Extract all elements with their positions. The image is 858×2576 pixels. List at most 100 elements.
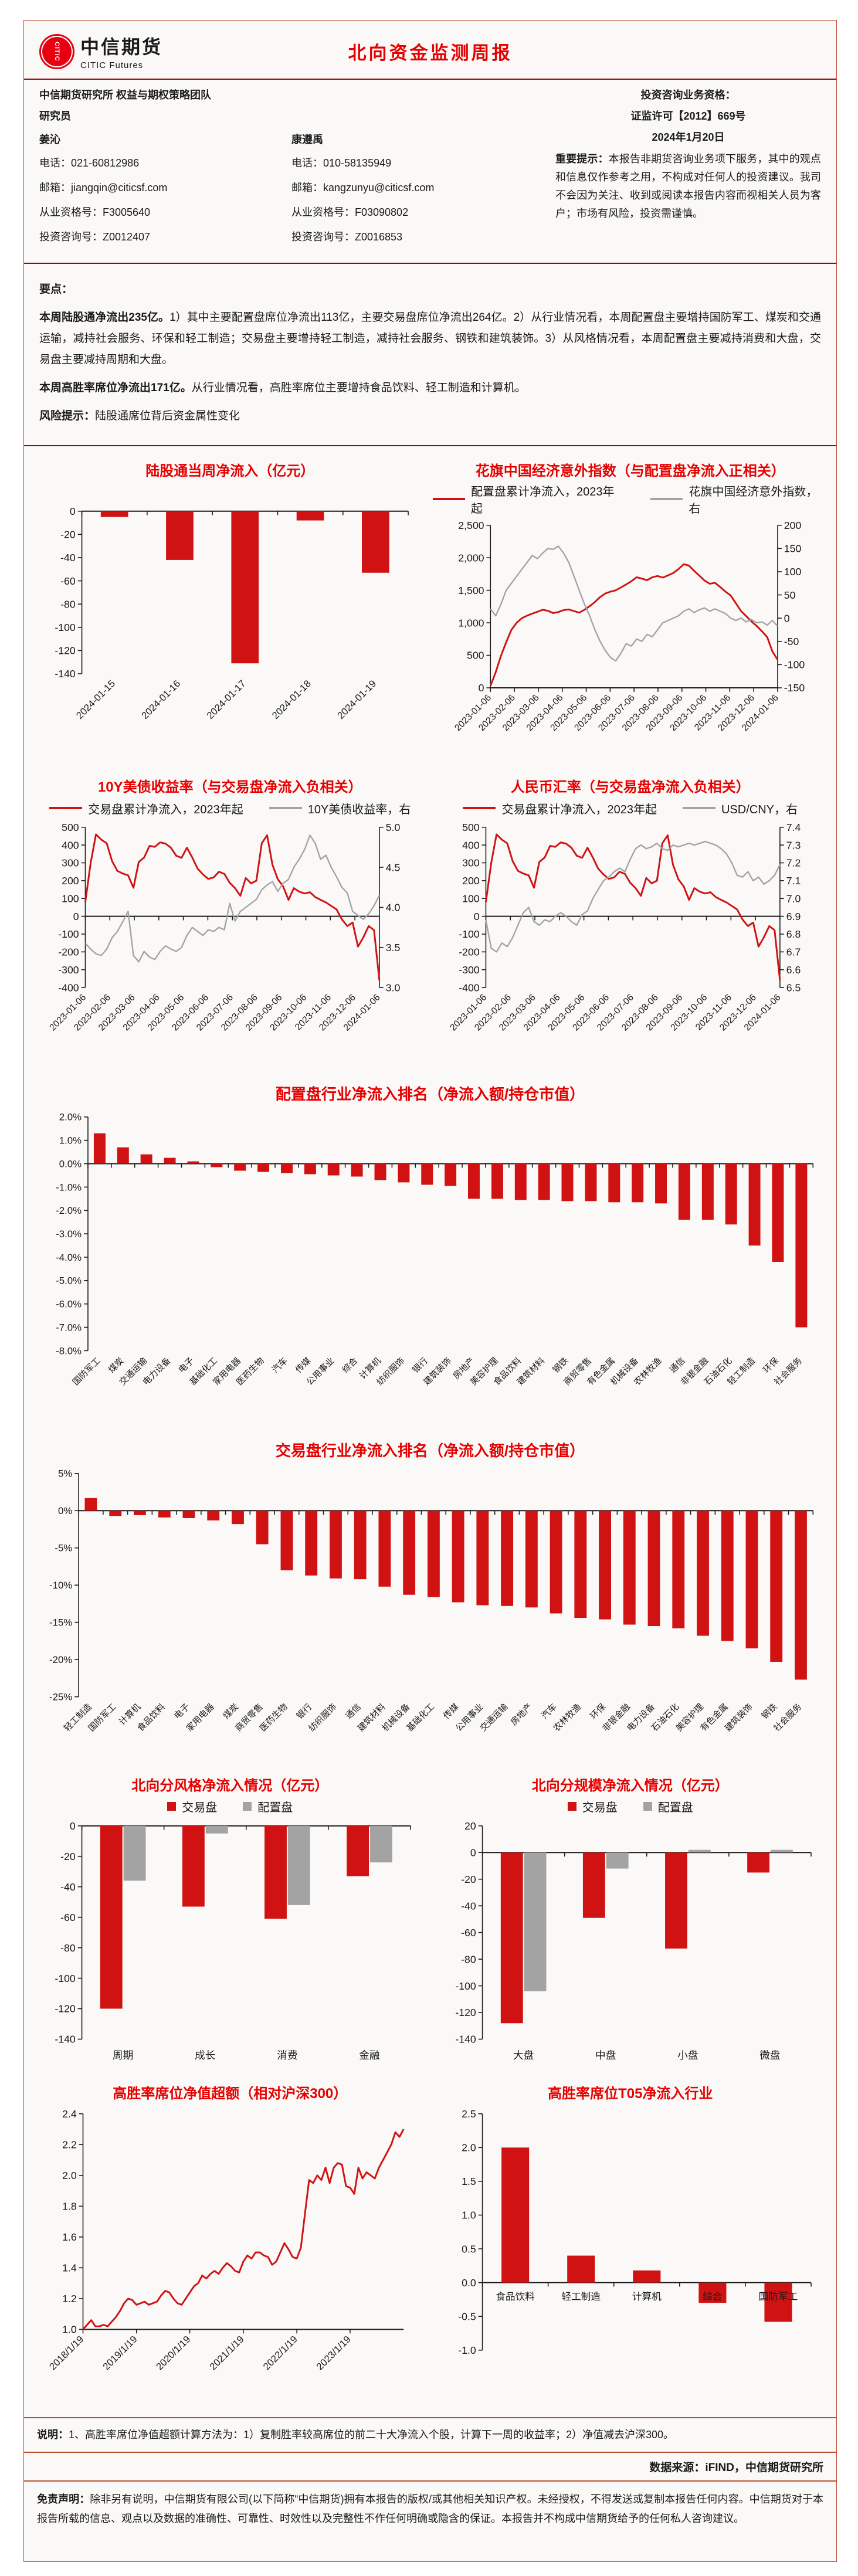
logo-en: CITIC Futures bbox=[80, 60, 144, 70]
svg-text:-100: -100 bbox=[58, 928, 79, 940]
svg-text:2.5: 2.5 bbox=[462, 2108, 476, 2120]
chart-legend bbox=[32, 482, 428, 502]
svg-text:钢铁: 钢铁 bbox=[551, 1356, 570, 1375]
svg-text:1.2: 1.2 bbox=[62, 2293, 77, 2305]
svg-text:-60: -60 bbox=[60, 1911, 76, 1923]
key-points-section: 要点： 本周陆股通净流出235亿。1）其中主要配置盘席位净流出113亿，主要交易… bbox=[24, 264, 836, 445]
svg-text:-2.0%: -2.0% bbox=[56, 1205, 82, 1216]
chart-size-net-inflow: 北向分规模净流入情况（亿元） 交易盘 配置盘 -140 -120 -100 -80 -60… bbox=[430, 1763, 831, 2072]
chart-high-winrate-t05-industry: 高胜率席位T05净流入行业 -1.0 -0.5 0.0 0.5 1.0 1.5 2.0 2.5… bbox=[430, 2071, 831, 2411]
svg-text:小盘: 小盘 bbox=[677, 2049, 698, 2061]
svg-text:0: 0 bbox=[473, 911, 479, 922]
chart-row-2: 10Y美债收益率（与交易盘净流入负相关） 交易盘累计净流入，2023年起 10Y美… bbox=[30, 765, 830, 1067]
key-points-heading: 要点： bbox=[39, 283, 73, 296]
svg-text:2,500: 2,500 bbox=[458, 519, 484, 531]
svg-text:-5.0%: -5.0% bbox=[56, 1275, 82, 1287]
legend-swatch bbox=[432, 497, 465, 500]
svg-text:综合: 综合 bbox=[340, 1356, 360, 1375]
legend-item: 配置盘 bbox=[243, 1798, 293, 1815]
svg-text:5.0: 5.0 bbox=[386, 822, 401, 833]
svg-text:银行: 银行 bbox=[411, 1356, 430, 1375]
report-frame: CITIC 中信期货 CITIC Futures 北向资金监测周报 中信期货研究… bbox=[23, 20, 837, 2563]
legend-item: 交易盘 bbox=[167, 1798, 217, 1815]
svg-text:6.6: 6.6 bbox=[786, 964, 801, 976]
citic-logo: CITIC 中信期货 CITIC Futures bbox=[39, 32, 215, 70]
logo-cn: 中信期货 bbox=[80, 36, 163, 57]
svg-text:1.0: 1.0 bbox=[62, 2324, 77, 2336]
report-date: 2024年1月20日 bbox=[652, 131, 725, 143]
legend-item: 配置盘累计净流入，2023年起 bbox=[432, 482, 625, 516]
researcher-email: 邮箱：jiangqin@citicsf.com bbox=[39, 182, 168, 194]
svg-text:-150: -150 bbox=[784, 682, 805, 694]
legend-swatch bbox=[463, 807, 496, 810]
researcher-2: 康遵禹 电话：010-58135949 邮箱：kangzunyu@citicsf… bbox=[291, 128, 555, 253]
svg-text:-400: -400 bbox=[459, 982, 480, 994]
legend-item: 10Y美债收益率，右 bbox=[269, 800, 411, 817]
credential-title: 投资咨询业务资格： bbox=[640, 89, 736, 101]
svg-text:-20: -20 bbox=[60, 1850, 76, 1862]
chart-row-1: 陆股通当周净流入（亿元） -140 -120 -100 -80 -60 -40 -20 0 20… bbox=[30, 449, 830, 765]
svg-text:7.4: 7.4 bbox=[786, 822, 801, 833]
chart-title: 交易盘行业净流入排名（净流入额/持仓市值） bbox=[275, 1442, 585, 1460]
svg-text:2021/1/19: 2021/1/19 bbox=[208, 2334, 246, 2373]
svg-text:1.0: 1.0 bbox=[462, 2210, 476, 2221]
svg-text:-7.0%: -7.0% bbox=[56, 1322, 82, 1333]
key-point-2: 本周高胜率席位净流出171亿。从行业情况看，高胜率席位主要增持食品饮料、轻工制造… bbox=[39, 382, 526, 395]
svg-text:-0.5: -0.5 bbox=[458, 2311, 476, 2323]
svg-text:电子: 电子 bbox=[172, 1702, 192, 1721]
chart-plot: -25% -20% -15% -10% -5% 0% 5% 轻工制造 国防军工 计算机 食品饮料 电子… bbox=[32, 1463, 828, 1762]
credential-number: 证监许可【2012】669号 bbox=[630, 110, 746, 122]
researcher-phone: 电话：021-60812986 bbox=[39, 157, 140, 169]
svg-text:钢铁: 钢铁 bbox=[759, 1702, 779, 1721]
svg-text:-25%: -25% bbox=[49, 1692, 72, 1703]
researcher-1: 姜沁 电话：021-60812986 邮箱：jiangqin@citicsf.c… bbox=[39, 128, 291, 253]
disclaimer: 免责声明：除非另有说明，中信期货有限公司(以下简称“中信期货)拥有本报告的版权/… bbox=[37, 2493, 823, 2524]
chart-high-winrate-excess-nav: 高胜率席位净值超额（相对沪深300） 1.0 1.2 1.4 1.6 1.8 2.0 2.2… bbox=[30, 2071, 430, 2411]
svg-text:500: 500 bbox=[62, 822, 79, 833]
svg-text:20: 20 bbox=[464, 1820, 476, 1831]
svg-text:-60: -60 bbox=[60, 575, 76, 586]
legend-item: 花旗中国经济意外指数，右 bbox=[650, 482, 828, 516]
chart-title: 花旗中国经济意外指数（与配置盘净流入正相关） bbox=[475, 463, 785, 479]
chart-plot: -140 -120 -100 -80 -60 -40 -20 0 2024-01-15 2024-… bbox=[32, 502, 428, 750]
svg-text:1.6: 1.6 bbox=[62, 2231, 77, 2243]
researcher-name: 姜沁 bbox=[39, 134, 60, 145]
svg-text:7.0: 7.0 bbox=[786, 893, 801, 905]
svg-text:轻工制造: 轻工制造 bbox=[561, 2291, 601, 2302]
svg-text:500: 500 bbox=[462, 822, 480, 833]
charts-section: 陆股通当周净流入（亿元） -140 -120 -100 -80 -60 -40 -20 0 20… bbox=[24, 446, 836, 2418]
chart-allocation-industry-ranking: 配置盘行业净流入排名（净流入额/持仓市值） -8.0% -7.0% -6.0% -5.… bbox=[30, 1067, 830, 1424]
svg-text:煤炭: 煤炭 bbox=[221, 1702, 240, 1721]
methodology-note: 说明：1、高胜率席位净值超额计算方法为：1）复制胜率较高席位的前二十大净流入个股… bbox=[24, 2417, 836, 2451]
svg-text:中盘: 中盘 bbox=[595, 2049, 616, 2061]
svg-text:500: 500 bbox=[466, 649, 484, 661]
svg-text:0: 0 bbox=[70, 505, 76, 517]
svg-text:2024-01-19: 2024-01-19 bbox=[335, 678, 378, 721]
svg-text:1,500: 1,500 bbox=[458, 584, 484, 596]
svg-text:1,000: 1,000 bbox=[458, 617, 484, 629]
legend-label: 交易盘累计净流入，2023年起 bbox=[501, 803, 657, 816]
svg-text:-400: -400 bbox=[58, 982, 79, 994]
chart-title: 北向分风格净流入情况（亿元） bbox=[131, 1777, 329, 1794]
svg-text:2024-01-18: 2024-01-18 bbox=[270, 678, 313, 721]
svg-text:50: 50 bbox=[784, 589, 795, 600]
team-info-section: 中信期货研究所 权益与期权策略团队 投资咨询业务资格： 证监许可【2012】66… bbox=[24, 80, 836, 263]
svg-text:-10%: -10% bbox=[49, 1580, 72, 1591]
svg-text:3.5: 3.5 bbox=[386, 942, 401, 953]
legend-swatch bbox=[243, 1802, 252, 1811]
svg-text:-200: -200 bbox=[459, 946, 480, 958]
svg-text:银行: 银行 bbox=[294, 1702, 314, 1721]
svg-text:-20%: -20% bbox=[49, 1654, 72, 1665]
svg-text:-6.0%: -6.0% bbox=[56, 1299, 82, 1310]
chart-legend: 交易盘累计净流入，2023年起 USD/CNY，右 bbox=[433, 798, 829, 818]
svg-text:300: 300 bbox=[62, 857, 79, 869]
svg-text:通信: 通信 bbox=[668, 1356, 687, 1375]
researcher-email: 邮箱：kangzunyu@citicsf.com bbox=[291, 182, 435, 194]
legend-label: USD/CNY，右 bbox=[721, 803, 798, 816]
chart-plot: -1.0 -0.5 0.0 0.5 1.0 1.5 2.0 2.5 食品饮料 轻工制造 计算机 综合 国… bbox=[433, 2105, 829, 2375]
svg-text:2.0: 2.0 bbox=[462, 2142, 476, 2154]
svg-text:-120: -120 bbox=[55, 644, 76, 656]
svg-text:300: 300 bbox=[462, 857, 480, 869]
legend-label: 配置盘 bbox=[657, 1801, 693, 1815]
svg-text:大盘: 大盘 bbox=[513, 2049, 533, 2061]
